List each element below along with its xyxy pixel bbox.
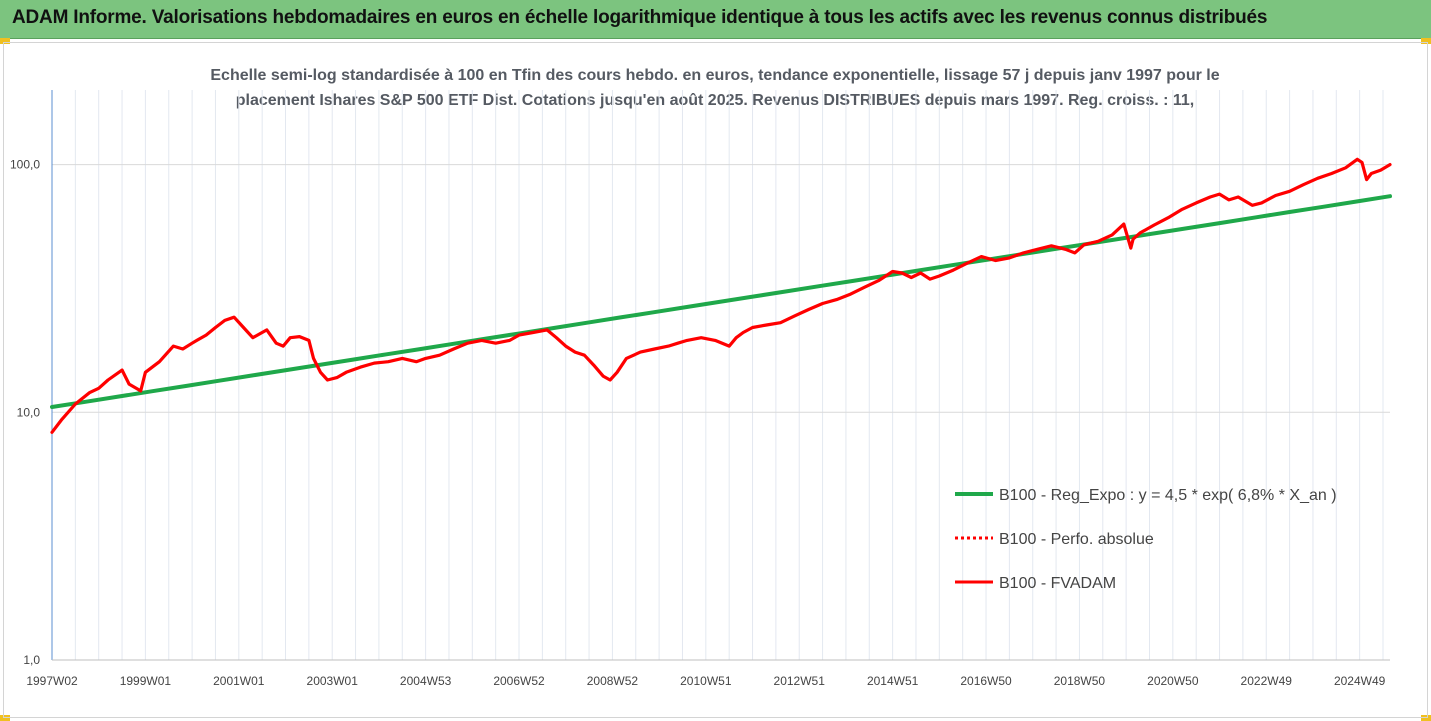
x-tick-label: 2008W52 [587, 674, 639, 688]
x-tick-label: 1999W01 [120, 674, 172, 688]
x-tick-label: 2016W50 [960, 674, 1012, 688]
y-tick-label: 10,0 [17, 405, 41, 419]
legend-label: B100 - FVADAM [999, 575, 1116, 592]
chart-subtitle: Echelle semi-log standardisée à 100 en T… [120, 63, 1310, 113]
x-tick-label: 2010W51 [680, 674, 732, 688]
legend-label: B100 - Reg_Expo : y = 4,5 * exp( 6,8% * … [999, 487, 1337, 504]
corner-marker [0, 38, 10, 44]
x-tick-label: 2022W49 [1241, 674, 1293, 688]
corner-marker [1421, 38, 1431, 44]
x-tick-label: 1997W02 [26, 674, 78, 688]
x-tick-label: 2024W49 [1334, 674, 1386, 688]
corner-marker [0, 715, 10, 721]
x-tick-label: 2006W52 [493, 674, 545, 688]
y-tick-label: 100,0 [10, 158, 40, 172]
trend-line [50, 194, 1392, 409]
fvadam-line [50, 157, 1392, 434]
chart-subtitle-line-1: Echelle semi-log standardisée à 100 en T… [210, 67, 1220, 84]
report-banner: ADAM Informe. Valorisations hebdomadaire… [0, 0, 1431, 39]
x-tick-label: 2003W01 [307, 674, 359, 688]
x-tick-label: 2020W50 [1147, 674, 1199, 688]
report-title: ADAM Informe. Valorisations hebdomadaire… [12, 7, 1268, 28]
x-tick-label: 2012W51 [774, 674, 826, 688]
x-tick-label: 2018W50 [1054, 674, 1106, 688]
chart-frame [3, 42, 1428, 718]
x-tick-label: 2004W53 [400, 674, 452, 688]
x-tick-label: 2001W01 [213, 674, 265, 688]
corner-marker [1421, 715, 1431, 721]
x-tick-label: 2014W51 [867, 674, 919, 688]
y-tick-label: 1,0 [23, 653, 40, 667]
chart-subtitle-line-2: placement Ishares S&P 500 ETF Dist. Cota… [235, 92, 1195, 109]
legend-label: B100 - Perfo. absolue [999, 531, 1154, 548]
